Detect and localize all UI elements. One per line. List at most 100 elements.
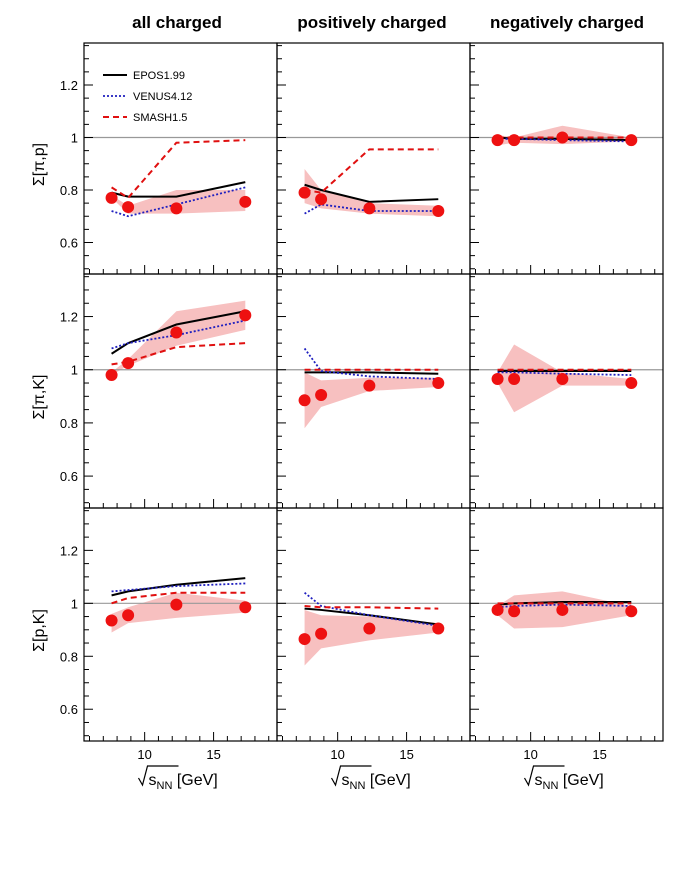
radical-sign (523, 765, 565, 787)
panel-r2-c2: 10 15 (469, 507, 664, 762)
uncertainty-band (111, 592, 246, 633)
data-point (122, 357, 135, 370)
panel-frame (469, 507, 664, 742)
legend-item-venus412: VENUS4.12 (103, 91, 192, 103)
x-label-subscript: NN (543, 780, 559, 792)
series-line-epos (304, 183, 439, 203)
column-title-all-charged: all charged (132, 13, 222, 32)
series-line-smash (304, 148, 439, 194)
data-point (105, 614, 118, 627)
x-label-prefix: s (342, 772, 350, 789)
data-point (298, 394, 311, 407)
uncertainty-band (304, 609, 439, 666)
series-line-epos (304, 371, 439, 375)
data-point (315, 388, 328, 401)
y-tick-label: 1 (71, 131, 78, 146)
panel-r0-c1 (276, 42, 471, 275)
panel-frame (276, 42, 471, 275)
y-tick-label: 0.8 (60, 183, 78, 198)
data-point (298, 186, 311, 199)
column-title-positively-charged: positively charged (297, 13, 446, 32)
legend: EPOS1.99 VENUS4.12 SMASH1.5 (103, 70, 192, 124)
y-tick-label: 0.8 (60, 416, 78, 431)
series-line-epos (111, 310, 246, 355)
y-tick-label: 1 (71, 363, 78, 378)
radical-sign (137, 765, 179, 787)
x-label-suffix: [GeV] (365, 772, 410, 789)
y-axis-label: Σ[π,K] (31, 375, 48, 420)
panel-r2-c0: 0.6 0.8 1 1.2 10 15 (60, 507, 278, 762)
x-tick-label: 15 (399, 747, 413, 762)
panel-frame (83, 273, 278, 509)
data-point (432, 377, 445, 390)
data-point (363, 379, 376, 392)
panel-r0-c0: 0.6 0.8 1 1.2 (60, 42, 278, 275)
panel-r1-c2 (469, 273, 664, 509)
data-point (556, 603, 569, 616)
x-axis-label: sNN [GeV] (137, 765, 218, 792)
panel-r1-c0: 0.6 0.8 1 1.2 (60, 273, 278, 509)
data-point (432, 205, 445, 217)
x-tick-label: 10 (330, 747, 344, 762)
data-point (491, 603, 504, 616)
series-line-smash (111, 139, 246, 200)
data-point (122, 609, 135, 622)
x-tick-label: 15 (206, 747, 220, 762)
series-line-venus (303, 347, 439, 380)
data-point (170, 598, 183, 611)
data-point (556, 373, 569, 386)
data-point (363, 202, 376, 215)
series-line-venus (304, 203, 439, 215)
uncertainty-band (304, 169, 439, 217)
x-label-prefix: s (535, 772, 543, 789)
y-tick-label: 0.6 (60, 236, 78, 251)
data-point (508, 605, 521, 618)
data-point (122, 201, 135, 214)
data-point (363, 622, 376, 635)
x-axis-labels: sNN [GeV] sNN [GeV] sNN [GeV] (137, 765, 604, 792)
data-point (625, 605, 638, 618)
panel-frame (469, 273, 664, 509)
series-line-venus (497, 371, 632, 376)
data-point (239, 601, 252, 614)
y-tick-label: 0.6 (60, 702, 78, 717)
panel-grid: 0.60.811.20.60.811.20.60.811.210 15 10 15 10… (60, 42, 664, 762)
y-tick-label: 1.2 (60, 543, 78, 558)
data-point (239, 309, 252, 322)
x-label-suffix: [GeV] (172, 772, 217, 789)
x-axis-label-text: sNN [GeV] (535, 772, 604, 792)
y-axis-labels: Σ[π,p] Σ[π,K] Σ[p,K] (31, 143, 48, 652)
legend-label: SMASH1.5 (133, 112, 187, 124)
y-tick-label: 0.6 (60, 469, 78, 484)
legend-item-smash15: SMASH1.5 (103, 112, 187, 124)
x-tick-label: 15 (592, 747, 606, 762)
x-tick-label: 10 (523, 747, 537, 762)
radical-sign (330, 765, 372, 787)
series-line-venus (304, 592, 439, 627)
y-tick-label: 1.2 (60, 310, 78, 325)
panel-r1-c1 (276, 273, 471, 509)
series-line-venus (111, 582, 246, 593)
x-axis-label-text: sNN [GeV] (149, 772, 218, 792)
data-point (105, 369, 118, 382)
data-point (239, 195, 252, 208)
y-tick-label: 0.8 (60, 649, 78, 664)
data-point (315, 627, 328, 640)
x-label-subscript: NN (350, 780, 366, 792)
x-axis-label: sNN [GeV] (330, 765, 411, 792)
panel-frame (469, 42, 664, 275)
data-point (625, 134, 638, 147)
panel-r2-c1: 10 15 (276, 507, 471, 762)
data-point (105, 191, 118, 204)
series-line-smash (304, 604, 439, 610)
series-line-epos (111, 181, 246, 198)
column-title-negatively-charged: negatively charged (490, 13, 644, 32)
data-point (432, 622, 445, 635)
data-point (315, 193, 328, 206)
data-point (170, 202, 183, 215)
x-axis-label-text: sNN [GeV] (342, 772, 411, 792)
x-axis-label: sNN [GeV] (523, 765, 604, 792)
legend-label: EPOS1.99 (133, 70, 185, 82)
uncertainty-band (111, 190, 246, 214)
